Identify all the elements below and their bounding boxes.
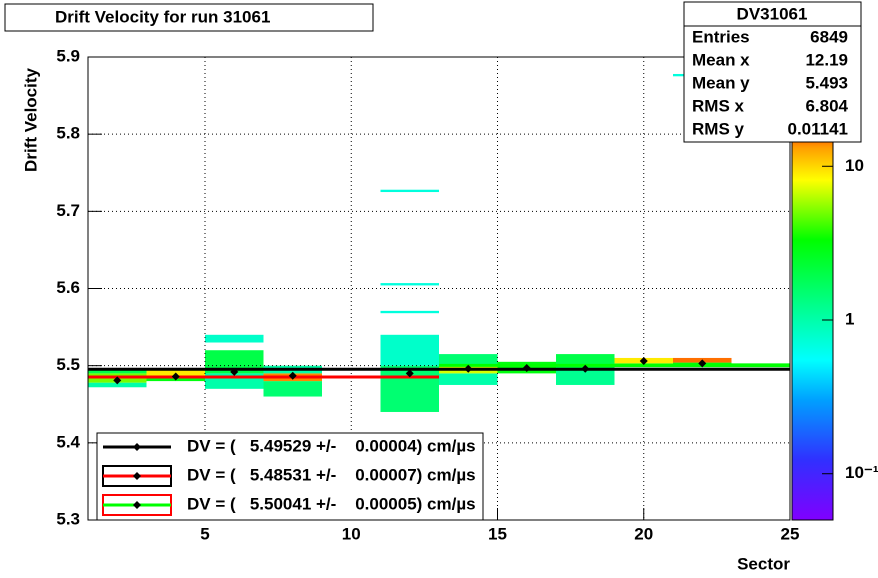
x-tick-label: 20 xyxy=(634,524,653,543)
legend: DV = ( 5.49529 +/- 0.00004) cm/µs DV = ( … xyxy=(96,432,484,521)
legend-marker xyxy=(133,443,141,451)
chart-title: Drift Velocity for run 31061 xyxy=(55,7,270,26)
x-tick-label: 10 xyxy=(342,524,361,543)
x-axis-label: Sector xyxy=(737,554,790,573)
profile-point xyxy=(230,367,239,376)
z-tick-label: 10⁻¹ xyxy=(845,463,878,482)
stats-value: 12.19 xyxy=(805,50,848,69)
x-tick-label: 15 xyxy=(488,524,507,543)
profile-point xyxy=(522,363,531,372)
cell xyxy=(380,310,439,314)
cell xyxy=(439,373,498,385)
profile-point xyxy=(698,359,707,368)
legend-label: DV = ( 5.49529 +/- 0.00004) cm/µs xyxy=(187,436,476,455)
y-tick-label: 5.3 xyxy=(56,509,80,528)
stats-value: 5.493 xyxy=(805,73,848,92)
stats-title: DV31061 xyxy=(737,4,808,23)
profile-point xyxy=(113,376,122,385)
profile-point xyxy=(464,364,473,373)
cell xyxy=(380,189,439,193)
stats-label: RMS x xyxy=(692,96,745,115)
stats-value: 6.804 xyxy=(805,96,848,115)
y-tick-label: 5.9 xyxy=(56,46,80,65)
cell xyxy=(205,334,264,343)
cell xyxy=(439,354,498,366)
legend-marker xyxy=(133,472,141,480)
cell xyxy=(205,350,264,374)
y-tick-label: 5.5 xyxy=(56,355,80,374)
title-box xyxy=(4,3,374,32)
profile-point xyxy=(171,372,180,381)
stats-label: Mean x xyxy=(692,50,750,69)
z-tick-label: 10 xyxy=(845,156,864,175)
profile-point xyxy=(288,371,297,380)
stats-value: 0.01141 xyxy=(787,119,848,138)
stats-value: 6849 xyxy=(810,27,848,46)
legend-label: DV = ( 5.48531 +/- 0.00007) cm/µs xyxy=(187,465,476,484)
y-tick-label: 5.8 xyxy=(56,124,80,143)
legend-label: DV = ( 5.50041 +/- 0.00005) cm/µs xyxy=(187,494,476,513)
cell xyxy=(88,369,147,374)
cell xyxy=(380,334,439,366)
y-tick-label: 5.4 xyxy=(56,432,80,451)
stats-label: Entries xyxy=(692,27,750,46)
cell xyxy=(263,381,322,397)
profile-point xyxy=(581,364,590,373)
legend-marker xyxy=(133,501,141,509)
profile-point xyxy=(405,369,414,378)
x-tick-label: 25 xyxy=(781,524,800,543)
cell xyxy=(556,369,615,385)
stats-box: DV31061 Entries 6849 Mean x 12.19 Mean y 5.49… xyxy=(683,1,862,143)
stats-label: Mean y xyxy=(692,73,750,92)
profile-point xyxy=(639,357,648,366)
y-tick-label: 5.6 xyxy=(56,278,80,297)
y-tick-label: 5.7 xyxy=(56,201,80,220)
z-tick-label: 1 xyxy=(845,309,854,328)
cell xyxy=(88,382,147,388)
x-tick-label: 5 xyxy=(200,524,209,543)
cell xyxy=(380,283,439,286)
y-axis-label: Drift Velocity xyxy=(21,67,40,171)
stats-label: RMS y xyxy=(692,119,745,138)
